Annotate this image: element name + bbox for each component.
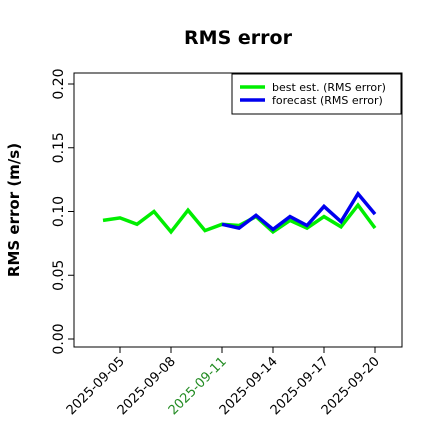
legend: best est. (RMS error)forecast (RMS error… xyxy=(231,73,402,115)
legend-box xyxy=(231,73,402,115)
y-tick-label: 0.10 xyxy=(51,196,67,227)
x-axis: 2025-09-052025-09-082025-09-112025-09-14… xyxy=(64,347,383,418)
y-tick-label: 0.15 xyxy=(51,132,67,163)
legend-label: forecast (RMS error) xyxy=(272,94,383,107)
y-tick-label: 0.05 xyxy=(51,260,67,291)
plot-frame xyxy=(73,72,403,348)
chart-title: RMS error xyxy=(184,27,293,49)
y-tick-label: 0.20 xyxy=(51,68,67,99)
series-line-forecast xyxy=(221,190,377,232)
series-layer xyxy=(102,190,377,235)
y-axis-label: RMS error (m/s) xyxy=(5,143,23,277)
legend-label: best est. (RMS error) xyxy=(272,81,386,94)
series-line-best-est xyxy=(102,202,377,235)
y-tick-label: 0.00 xyxy=(51,323,67,354)
y-axis: 0.00 0.05 0.10 0.15 0.20 xyxy=(51,68,74,355)
